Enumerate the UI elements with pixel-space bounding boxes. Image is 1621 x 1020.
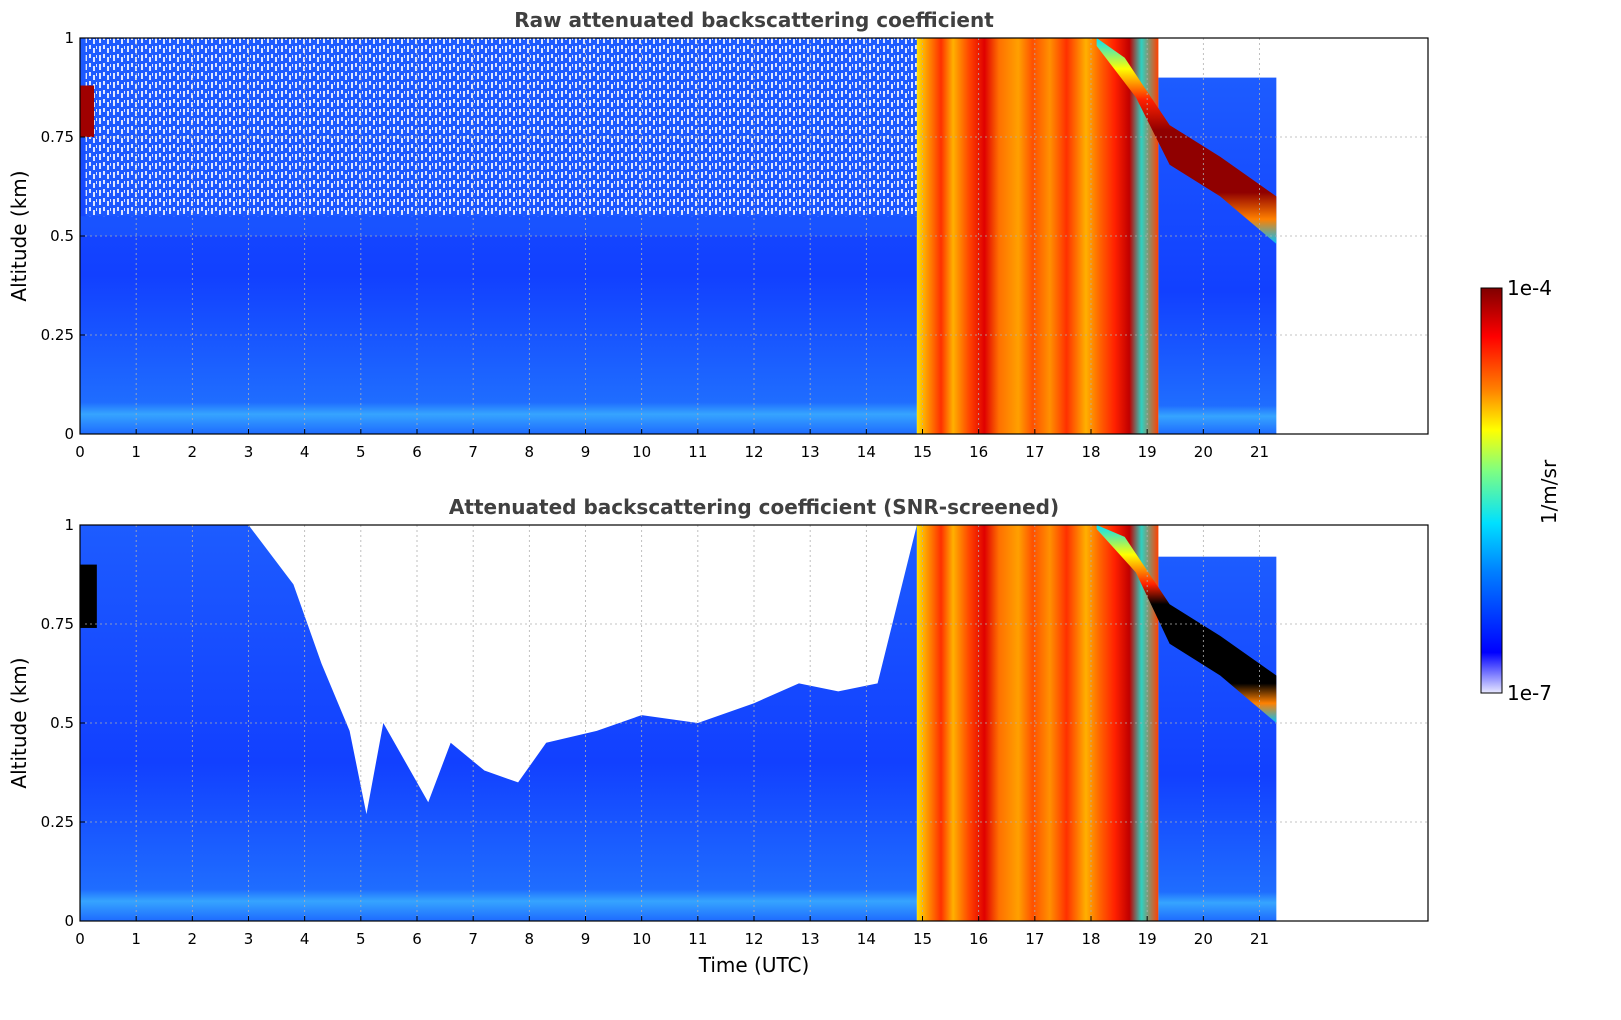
panel-raw: Raw attenuated backscattering coefficien…	[7, 8, 1429, 461]
x-tick-label: 1	[131, 930, 141, 948]
x-tick-label: 13	[801, 930, 820, 948]
panel-screened: Attenuated backscattering coefficient (S…	[7, 495, 1429, 977]
screened-high-signal-region	[916, 525, 1159, 921]
screened-early-layer	[80, 564, 97, 628]
x-tick-label: 0	[75, 930, 85, 948]
colorbar-max-label: 1e-4	[1507, 276, 1552, 300]
y-tick-label: 1	[64, 516, 74, 534]
x-tick-label: 12	[744, 443, 763, 461]
x-tick-label: 2	[188, 930, 198, 948]
x-tick-label: 10	[632, 930, 651, 948]
y-tick-label: 0	[64, 912, 74, 930]
x-tick-label: 20	[1194, 930, 1213, 948]
x-tick-label: 8	[525, 930, 535, 948]
colorbar: 1e-4 1e-7 1/m/sr	[1480, 276, 1561, 705]
panel-screened-x-ticks: 0 1 2 3 4 5 6 7 8 9 10 11 12 13 14 15 16 17 18 19 20 21	[75, 916, 1269, 948]
x-tick-label: 18	[1081, 443, 1100, 461]
x-tick-label: 17	[1025, 930, 1044, 948]
raw-noise-region	[85, 38, 917, 217]
x-tick-label: 3	[244, 443, 254, 461]
panel-screened-y-label: Altitude (km)	[7, 657, 31, 788]
x-tick-label: 14	[857, 443, 876, 461]
panel-raw-y-label: Altitude (km)	[7, 170, 31, 301]
y-tick-label: 1	[64, 29, 74, 47]
x-tick-label: 7	[468, 443, 478, 461]
x-tick-label: 7	[468, 930, 478, 948]
panel-raw-title: Raw attenuated backscattering coefficien…	[514, 8, 994, 32]
panel-screened-x-label: Time (UTC)	[698, 953, 810, 977]
x-tick-label: 13	[801, 443, 820, 461]
panel-raw-x-ticks: 0 1 2 3 4 5 6 7 8 9 10 11 12 13 14 15 16 17 18 19 20 21	[75, 429, 1269, 461]
raw-high-signal-region	[916, 38, 1159, 434]
raw-lower-fade	[80, 216, 917, 236]
x-tick-label: 15	[913, 443, 932, 461]
panel-raw-y-ticks: 0 0.25 0.5 0.75 1	[41, 29, 85, 443]
x-tick-label: 2	[188, 443, 198, 461]
x-tick-label: 20	[1194, 443, 1213, 461]
panel-screened-grid	[79, 524, 1428, 922]
panel-screened-heatmap	[80, 525, 1277, 921]
x-tick-label: 5	[356, 930, 366, 948]
raw-aerosol-layer	[1096, 38, 1277, 244]
x-tick-label: 10	[632, 443, 651, 461]
x-tick-label: 11	[688, 930, 707, 948]
x-tick-label: 4	[300, 930, 310, 948]
x-tick-label: 0	[75, 443, 85, 461]
x-tick-label: 4	[300, 443, 310, 461]
x-tick-label: 12	[744, 930, 763, 948]
x-tick-label: 3	[244, 930, 254, 948]
x-tick-label: 16	[969, 930, 988, 948]
panel-screened-title: Attenuated backscattering coefficient (S…	[449, 495, 1059, 519]
y-tick-label: 0.75	[41, 615, 74, 633]
x-tick-label: 5	[356, 443, 366, 461]
colorbar-gradient	[1480, 287, 1503, 694]
x-tick-label: 21	[1250, 930, 1269, 948]
y-tick-label: 0.75	[41, 128, 74, 146]
x-tick-label: 1	[131, 443, 141, 461]
colorbar-min-label: 1e-7	[1507, 681, 1552, 705]
x-tick-label: 11	[688, 443, 707, 461]
x-tick-label: 14	[857, 930, 876, 948]
y-tick-label: 0.25	[41, 326, 74, 344]
x-tick-label: 21	[1250, 443, 1269, 461]
y-tick-label: 0.5	[50, 714, 74, 732]
panel-raw-heatmap	[80, 38, 1277, 434]
x-tick-label: 18	[1081, 930, 1100, 948]
x-tick-label: 9	[581, 443, 591, 461]
x-tick-label: 9	[581, 930, 591, 948]
screened-masked-region	[80, 525, 917, 815]
x-tick-label: 6	[412, 443, 422, 461]
y-tick-label: 0	[64, 425, 74, 443]
x-tick-label: 19	[1138, 443, 1157, 461]
x-tick-label: 19	[1138, 930, 1157, 948]
x-tick-label: 17	[1025, 443, 1044, 461]
y-tick-label: 0.5	[50, 227, 74, 245]
x-tick-label: 6	[412, 930, 422, 948]
colorbar-unit-label: 1/m/sr	[1537, 459, 1561, 524]
raw-early-layer	[80, 85, 95, 137]
x-tick-label: 8	[525, 443, 535, 461]
x-tick-label: 15	[913, 930, 932, 948]
panel-screened-y-ticks: 0 0.25 0.5 0.75 1	[41, 516, 85, 930]
y-tick-label: 0.25	[41, 813, 74, 831]
x-tick-label: 16	[969, 443, 988, 461]
